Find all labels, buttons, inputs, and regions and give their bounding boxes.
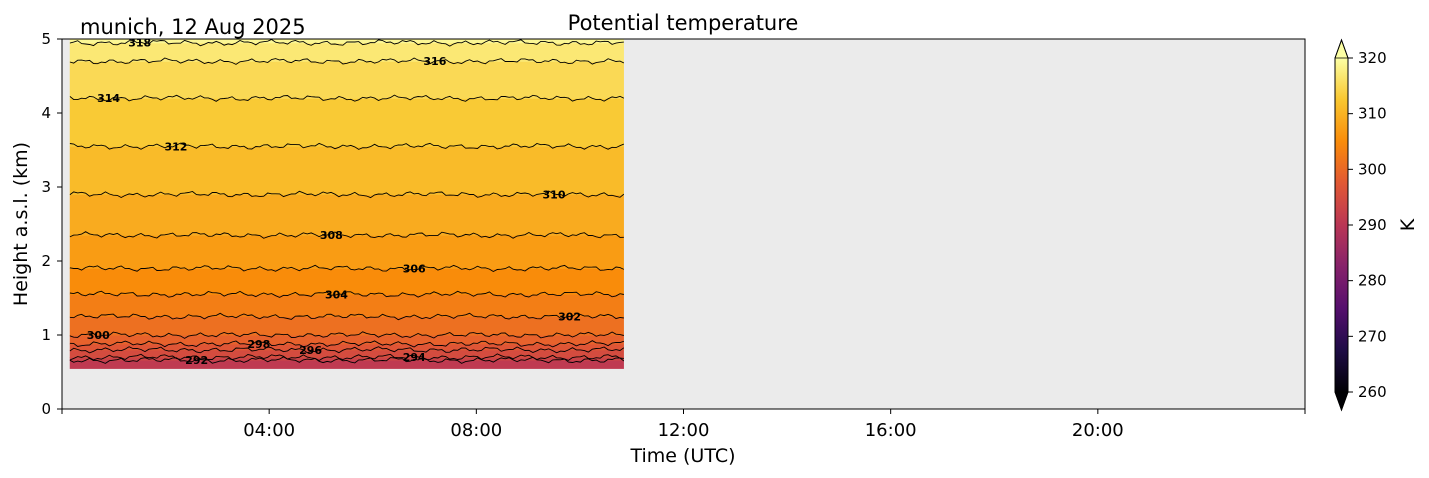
colorbar-tick-label: 310 [1358, 105, 1387, 123]
contour-band [69, 61, 624, 99]
contour-line [69, 190, 624, 199]
y-tick-label: 0 [41, 400, 51, 418]
contour-line [69, 142, 624, 150]
x-tick-label: 20:00 [1072, 420, 1124, 441]
contour-label: 308 [320, 229, 343, 242]
colorbar-tick-label: 270 [1358, 327, 1387, 345]
contour-band [69, 335, 624, 345]
contour-band [69, 194, 624, 236]
contour-band [69, 39, 624, 44]
x-axis-ticks: 04:00 08:00 12:00 16:00 20:00 [61, 409, 1306, 441]
contour-label: 306 [403, 262, 426, 275]
contour-band [69, 235, 624, 269]
data-field [69, 39, 624, 369]
contour-label: 296 [299, 344, 322, 357]
contour-label: 292 [185, 354, 208, 367]
contour-line [69, 94, 624, 102]
colorbar-gradient [1335, 58, 1348, 392]
colorbar-tick-label: 300 [1358, 160, 1387, 178]
x-tick-label: 04:00 [243, 420, 295, 441]
contour-label: 310 [543, 188, 566, 201]
contour-line [69, 231, 624, 239]
contour-line [69, 290, 624, 298]
colorbar-extend-min [1334, 391, 1349, 412]
contour-label: 300 [87, 329, 110, 342]
contour-label: 302 [558, 311, 581, 324]
colorbar-label: K [1397, 218, 1419, 231]
y-tick-label: 4 [41, 104, 51, 122]
contour-label: 314 [97, 92, 120, 105]
x-tick-label: 12:00 [658, 420, 710, 441]
chart-title: Potential temperature [568, 11, 799, 35]
y-tick-label: 5 [41, 30, 51, 48]
contour-line [69, 346, 624, 354]
contour-band [69, 360, 624, 369]
contour-label: 298 [247, 338, 270, 351]
contour-label: 304 [325, 288, 348, 301]
colorbar-tick-label: 280 [1358, 272, 1387, 290]
contour-line [69, 353, 624, 362]
x-tick-label: 08:00 [450, 420, 502, 441]
contour-line [69, 331, 624, 339]
y-tick-label: 3 [41, 178, 51, 196]
colorbar-tick-label: 320 [1358, 49, 1387, 67]
y-axis-ticks: 0 1 2 3 4 5 [41, 30, 62, 418]
colorbar-tick-label: 260 [1358, 383, 1387, 401]
y-tick-label: 1 [41, 326, 51, 344]
contour-band [69, 268, 624, 295]
contour-band [69, 357, 624, 361]
colorbar: 260 270 280 290 300 310 320 [1334, 38, 1387, 412]
contour-line [69, 356, 624, 364]
contour-band [69, 349, 624, 358]
chart-subtitle: munich, 12 Aug 2025 [80, 15, 306, 39]
x-tick-label: 16:00 [865, 420, 917, 441]
contour-lines [69, 39, 624, 364]
colorbar-extend-max [1334, 38, 1349, 59]
contour-label: 312 [164, 140, 187, 153]
contour-band [69, 343, 624, 351]
contour-line [69, 264, 624, 273]
contour-labels: 292 294 296 298 300 302 304 306 308 310 312 314 316 3… [87, 37, 581, 367]
contour-band [69, 294, 624, 318]
contour-band [69, 316, 624, 336]
y-axis-label: Height a.s.l. (km) [10, 142, 32, 306]
contour-label: 316 [423, 55, 446, 68]
contour-line [69, 312, 624, 321]
contour-line [69, 39, 624, 47]
contour-label: 318 [128, 37, 151, 50]
y-tick-label: 2 [41, 252, 51, 270]
contour-line [69, 57, 624, 65]
x-axis-label: Time (UTC) [629, 445, 735, 467]
contour-band [69, 98, 624, 147]
contour-line [69, 340, 624, 348]
colorbar-tick-label: 290 [1358, 216, 1387, 234]
contour-label: 294 [403, 351, 426, 364]
contour-band [69, 42, 624, 62]
contour-band [69, 146, 624, 195]
